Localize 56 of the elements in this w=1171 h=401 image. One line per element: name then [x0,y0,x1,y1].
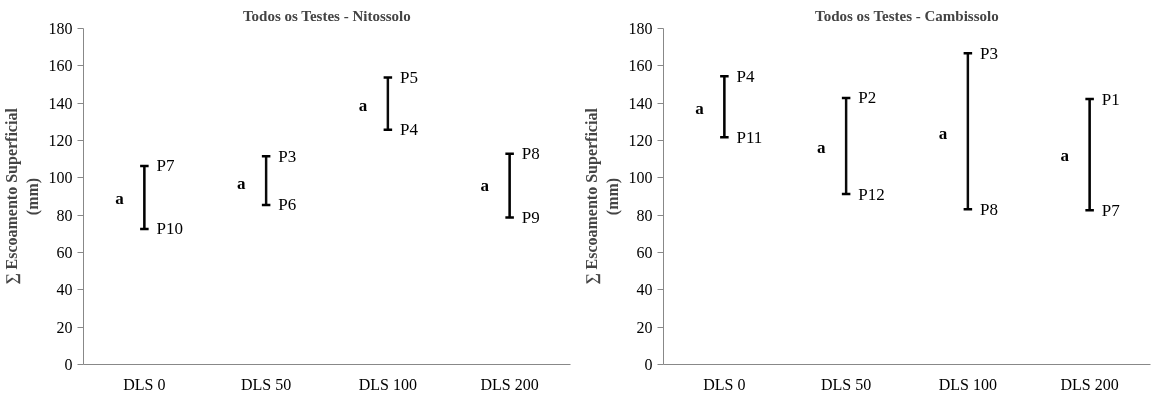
y-tick-label: 180 [48,20,73,37]
annotation: P7 [156,156,175,176]
y-tick-label: 60 [636,244,653,261]
y-tick-label: 40 [636,281,653,299]
y-tick-label: 100 [628,169,653,187]
chart-title: Todos os Testes - Cambissolo [815,7,999,24]
y-tick-label: 140 [48,94,73,112]
annotation: P6 [278,195,297,215]
y-tick-label: 180 [628,20,653,37]
y-tick-label: 140 [628,94,653,112]
y-tick-label: 160 [48,57,73,75]
x-tick-label: DLS 200 [1060,375,1119,393]
y-tick-label: 160 [628,57,653,75]
y-axis-title: ∑ Escoamento Superficial (mm) [3,107,42,285]
annotation: P1 [1101,89,1120,109]
annotation: a [115,188,125,208]
annotation: a [695,99,705,119]
annotation: P9 [521,208,540,228]
annotation: a [816,138,826,158]
annotation: P11 [736,127,763,147]
y-tick-label: 100 [48,169,73,187]
y-tick-label: 40 [56,281,73,299]
y-tick-label: 20 [56,318,73,336]
x-tick-label: DLS 100 [358,375,417,393]
y-tick-label: 80 [56,206,73,224]
annotation: P5 [400,68,419,88]
x-tick-label: DLS 100 [938,375,997,393]
annotation: a [938,123,948,143]
annotation: P4 [736,66,755,86]
x-tick-label: DLS 50 [241,375,292,393]
y-tick-label: 20 [636,318,653,336]
annotation: P8 [980,199,999,219]
annotation: P2 [858,88,877,108]
annotation: P10 [156,219,184,239]
annotation: P3 [278,146,297,166]
annotation: a [1060,145,1070,165]
y-tick-label: 0 [644,356,653,373]
x-tick-label: DLS 0 [123,375,166,393]
x-tick-label: DLS 50 [821,375,872,393]
annotation: P7 [1101,200,1121,220]
annotation: P4 [400,120,419,140]
y-tick-label: 80 [636,206,653,224]
annotation: a [236,173,246,193]
y-tick-label: 60 [56,244,73,261]
annotation: a [358,95,368,115]
x-tick-label: DLS 0 [703,375,746,393]
chart-title: Todos os Testes - Nitossolo [242,7,411,24]
y-tick-label: 0 [64,356,73,373]
y-tick-label: 120 [48,132,73,149]
annotation: P3 [980,43,999,63]
annotation: a [480,175,490,195]
x-tick-label: DLS 200 [480,375,539,393]
annotation: P8 [521,144,540,164]
annotation: P12 [858,184,885,204]
y-axis-title: ∑ Escoamento Superficial (mm) [583,107,622,285]
y-tick-label: 120 [628,132,653,149]
